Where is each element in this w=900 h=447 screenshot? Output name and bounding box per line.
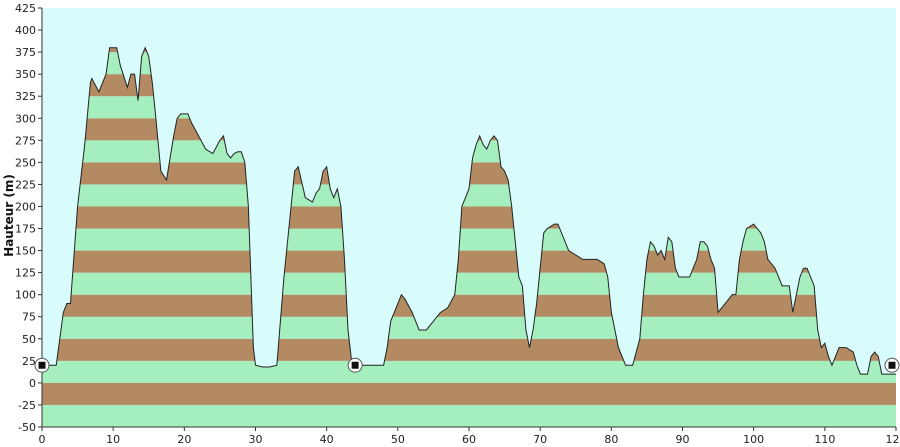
y-tick-label: 425	[15, 2, 36, 15]
y-tick-label: 250	[15, 156, 36, 169]
y-tick-label: 375	[15, 46, 36, 59]
x-tick-label: 40	[320, 433, 334, 446]
x-tick-label: 10	[106, 433, 120, 446]
x-tick-label: 100	[743, 433, 764, 446]
y-tick-label: 150	[15, 245, 36, 258]
y-tick-label: 350	[15, 68, 36, 81]
waypoint-marker[interactable]	[34, 357, 50, 373]
y-tick-label: 275	[15, 134, 36, 147]
y-axis-ticks: 4254003753503253002752502252001751501251…	[15, 2, 42, 434]
x-tick-label: 70	[533, 433, 547, 446]
y-tick-label: 200	[15, 200, 36, 213]
marker-square	[38, 361, 46, 369]
elevation-band	[42, 382, 896, 405]
y-tick-label: 325	[15, 90, 36, 103]
x-tick-label: 30	[249, 433, 263, 446]
waypoint-marker[interactable]	[884, 357, 900, 373]
waypoint-markers[interactable]	[34, 357, 900, 373]
elevation-band	[42, 272, 896, 295]
y-axis-title: Hauteur (m)	[2, 174, 16, 257]
elevation-band	[42, 404, 896, 427]
y-tick-label: 75	[22, 311, 36, 324]
y-tick-label: -50	[18, 421, 36, 434]
elevation-outline	[42, 46, 896, 375]
marker-square	[351, 361, 359, 369]
x-tick-label: 110	[814, 433, 835, 446]
y-tick-label: 0	[29, 377, 36, 390]
x-tick-label: 80	[604, 433, 618, 446]
waypoint-marker[interactable]	[347, 357, 363, 373]
elevation-band	[42, 316, 896, 339]
y-tick-label: 25	[22, 355, 36, 368]
y-tick-label: 175	[15, 223, 36, 236]
x-tick-label: 20	[177, 433, 191, 446]
y-tick-label: 300	[15, 112, 36, 125]
y-tick-label: 225	[15, 178, 36, 191]
y-tick-label: 50	[22, 333, 36, 346]
y-tick-label: 100	[15, 289, 36, 302]
x-axis-ticks: 0 10 20 30 40 50 60 70 80 90 100 110 120	[39, 427, 900, 446]
y-tick-label: 400	[15, 24, 36, 37]
elevation-band	[42, 338, 896, 361]
elevation-band	[42, 360, 896, 383]
x-tick-label: 120	[886, 433, 900, 446]
x-tick-label: 60	[462, 433, 476, 446]
x-tick-label: 0	[39, 433, 46, 446]
x-tick-label: 50	[391, 433, 405, 446]
x-tick-label: 90	[676, 433, 690, 446]
y-tick-label: 125	[15, 267, 36, 280]
y-tick-label: -25	[18, 399, 36, 412]
marker-square	[888, 361, 896, 369]
elevation-band	[42, 294, 896, 317]
